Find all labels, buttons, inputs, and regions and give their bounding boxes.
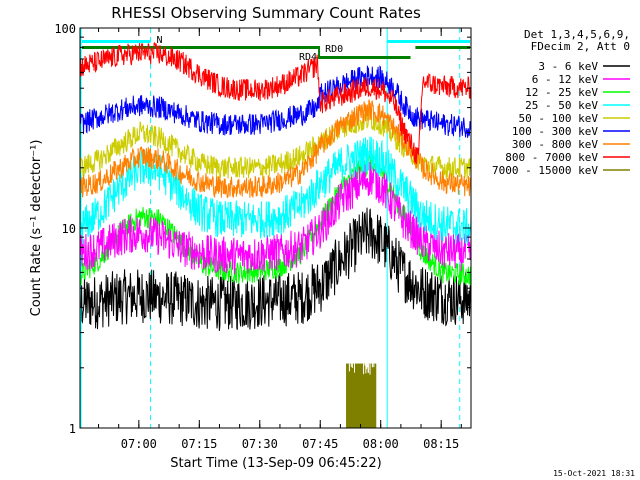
- series-800-7000kev: [80, 42, 472, 165]
- series-100-300kev: [80, 65, 472, 138]
- x-tick-label: 08:00: [363, 437, 399, 451]
- night-bar: [82, 40, 151, 43]
- legend-entry-label: 100 - 300 keV: [512, 125, 598, 138]
- annotation-label: N: [157, 35, 163, 46]
- decimation-bar: [319, 56, 411, 59]
- x-tick-label: 07:45: [302, 437, 338, 451]
- decimation-bar: [82, 46, 320, 49]
- legend-entry-label: 800 - 7000 keV: [505, 151, 598, 164]
- decimation-bar: [415, 46, 470, 49]
- annotation-label: RD0: [325, 44, 343, 55]
- legend-entry-label: 12 - 25 keV: [525, 86, 598, 99]
- legend-entry-label: 25 - 50 keV: [525, 99, 598, 112]
- legend-header: FDecim 2, Att 0: [531, 40, 630, 53]
- axes: 1 10 100 07:00 07:15 07:30 07:45 08:00 08:15: [54, 22, 471, 451]
- x-tick-label: 07:00: [121, 437, 157, 451]
- timestamp: 15-Oct-2021 18:31: [553, 469, 635, 478]
- legend-entry-label: 7000 - 15000 keV: [492, 164, 598, 177]
- x-tick-label: 07:15: [181, 437, 217, 451]
- y-tick-label: 100: [54, 22, 76, 36]
- night-bar: [387, 40, 470, 43]
- y-tick-label: 1: [69, 422, 76, 436]
- legend-header: Det 1,3,4,5,6,9,: [524, 28, 630, 41]
- series-7000-15000-kev: [346, 363, 377, 428]
- series-3-6kev: [80, 207, 472, 331]
- x-tick-label: 07:30: [242, 437, 278, 451]
- y-axis-label: Count Rate (s⁻¹ detector⁻¹): [29, 140, 44, 317]
- x-axis-label: Start Time (13-Sep-09 06:45:22): [170, 456, 381, 471]
- y-tick-label: 10: [62, 222, 76, 236]
- legend-entry-label: 300 - 800 keV: [512, 138, 598, 151]
- annotation-label: RD4: [299, 52, 317, 63]
- chart-title: RHESSI Observing Summary Count Rates: [111, 4, 421, 22]
- series-layer: [80, 42, 472, 428]
- x-tick-label: 08:15: [423, 437, 459, 451]
- series-6-12kev: [80, 161, 472, 275]
- legend-entry-label: 6 - 12 keV: [532, 73, 599, 86]
- legend: Det 1,3,4,5,6,9,FDecim 2, Att 0 3 - 6 keV…: [492, 28, 630, 177]
- legend-entry-label: 3 - 6 keV: [538, 60, 598, 73]
- legend-entry-label: 50 - 100 keV: [519, 112, 599, 125]
